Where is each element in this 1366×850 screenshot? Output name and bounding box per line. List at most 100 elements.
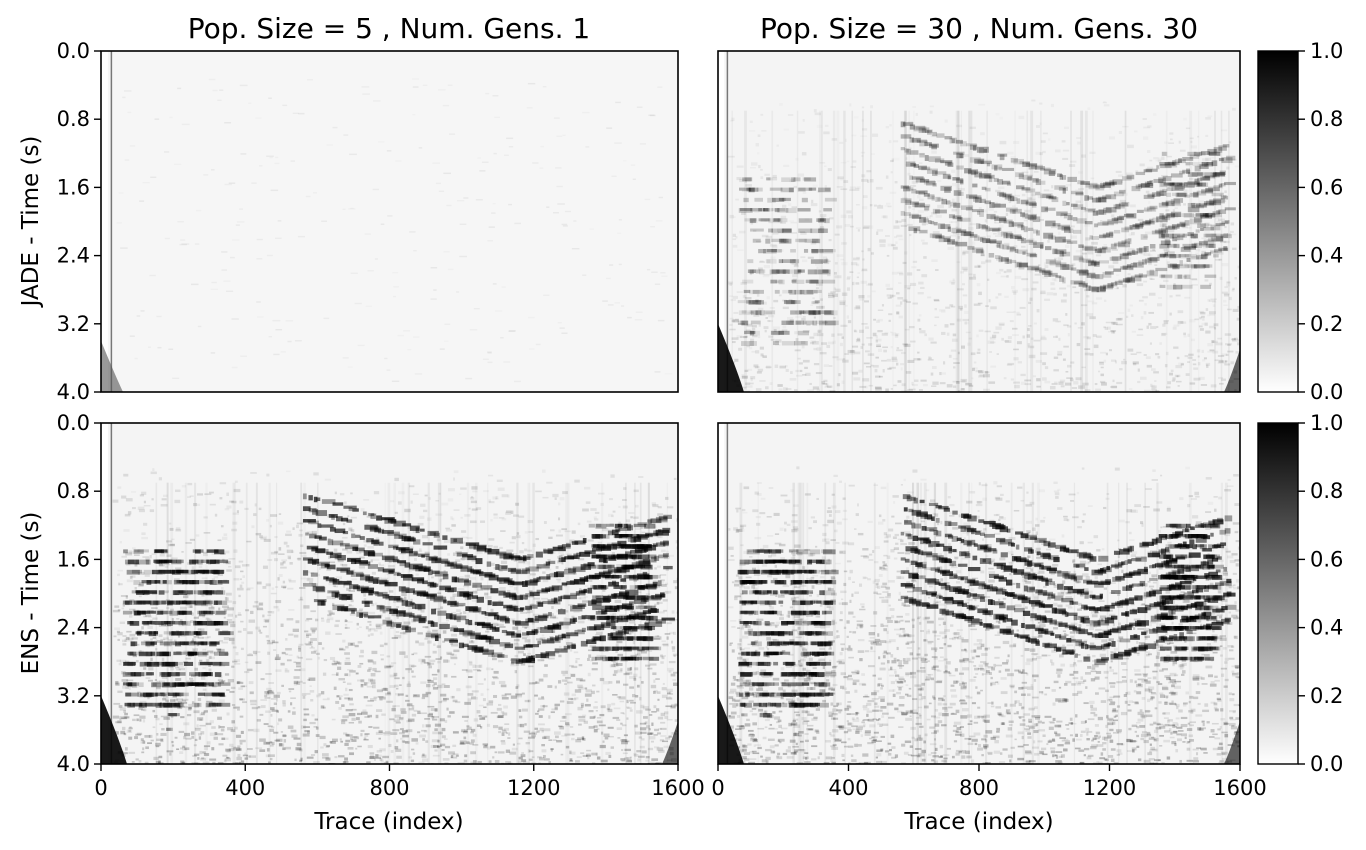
- noise-speck: [564, 584, 568, 588]
- noise-speck: [1006, 275, 1009, 278]
- noise-speck: [1152, 249, 1155, 251]
- reflector-segment: [927, 130, 932, 135]
- noise-speck: [298, 748, 303, 752]
- noise-speck: [624, 748, 631, 752]
- speckle: [290, 160, 295, 162]
- noise-speck: [912, 106, 916, 108]
- noise-speck: [173, 698, 179, 702]
- noise-speck: [468, 507, 471, 510]
- speckle: [125, 159, 130, 161]
- noise-speck: [219, 681, 225, 684]
- noise-speck: [427, 679, 432, 681]
- noise-speck: [565, 745, 570, 749]
- trace-streak: [1026, 110, 1028, 392]
- noise-speck: [1174, 374, 1181, 378]
- noise-speck: [522, 761, 530, 764]
- noise-speck: [318, 642, 322, 645]
- reflector-segment: [805, 279, 819, 284]
- speckle: [623, 160, 626, 162]
- noise-speck: [765, 235, 773, 239]
- noise-speck: [437, 632, 441, 636]
- noise-speck: [855, 305, 861, 309]
- noise-speck: [592, 684, 596, 687]
- noise-speck: [1084, 352, 1090, 356]
- noise-speck: [612, 716, 620, 720]
- noise-speck: [920, 230, 927, 234]
- trace-streak: [832, 110, 836, 392]
- trace-streak: [1220, 110, 1223, 392]
- reflector-segment: [1023, 226, 1028, 233]
- noise-speck: [536, 627, 542, 631]
- noise-speck: [1139, 376, 1147, 380]
- noise-speck: [800, 256, 806, 259]
- noise-speck: [672, 678, 677, 682]
- noise-speck: [739, 230, 746, 234]
- noise-speck: [1174, 239, 1180, 241]
- reflector-segment: [1179, 264, 1190, 269]
- noise-speck: [384, 730, 391, 734]
- noise-speck: [504, 723, 510, 725]
- reflector-segment: [797, 330, 809, 336]
- reflector-segment: [1176, 182, 1188, 187]
- noise-speck: [744, 369, 749, 373]
- reflector-segment: [766, 177, 771, 181]
- noise-speck: [306, 577, 314, 582]
- noise-speck: [651, 758, 659, 761]
- reflector-segment: [755, 269, 761, 274]
- noise-speck: [1110, 385, 1118, 388]
- noise-speck: [577, 620, 585, 624]
- noise-speck: [342, 761, 347, 764]
- reflector-segment: [1144, 258, 1152, 264]
- noise-speck: [588, 709, 594, 713]
- noise-speck: [1044, 298, 1051, 301]
- noise-speck: [878, 375, 883, 378]
- reflector-segment: [1157, 254, 1165, 259]
- reflector-segment: [924, 155, 929, 161]
- noise-speck: [877, 330, 883, 333]
- noise-speck: [548, 715, 551, 719]
- noise-speck: [1050, 274, 1055, 277]
- speckle: [558, 322, 562, 324]
- speckle: [256, 238, 263, 241]
- reflector-segment: [1210, 213, 1216, 218]
- noise-speck: [345, 687, 348, 692]
- reflector-segment: [1155, 267, 1168, 272]
- noise-speck: [170, 667, 174, 671]
- noise-speck: [182, 748, 187, 751]
- noise-speck: [1004, 296, 1009, 298]
- reflector-segment: [991, 164, 1003, 170]
- noise-speck: [742, 295, 747, 299]
- noise-speck: [997, 227, 1001, 231]
- noise-speck: [505, 749, 511, 753]
- reflector-segment: [1147, 180, 1152, 184]
- reflector-segment: [1182, 223, 1188, 229]
- speckle: [470, 329, 478, 331]
- noise-speck: [521, 759, 527, 763]
- noise-speck: [645, 725, 651, 729]
- noise-speck: [306, 617, 313, 620]
- noise-speck: [630, 631, 634, 634]
- reflector-segment: [1192, 162, 1203, 167]
- reflector-segment: [1062, 239, 1071, 243]
- noise-speck: [535, 638, 543, 641]
- noise-speck: [148, 667, 154, 671]
- noise-speck: [732, 244, 738, 248]
- reflector-segment: [742, 177, 753, 182]
- noise-speck: [209, 655, 212, 659]
- reflector-segment: [748, 300, 756, 305]
- noise-speck: [337, 666, 342, 670]
- noise-speck: [745, 382, 751, 385]
- speckle: [380, 223, 385, 225]
- reflector-segment: [993, 177, 999, 182]
- noise-speck: [645, 593, 651, 596]
- noise-speck: [126, 679, 134, 682]
- speckle: [156, 316, 161, 318]
- noise-speck: [447, 488, 455, 492]
- noise-speck: [469, 576, 476, 580]
- noise-speck: [125, 595, 128, 599]
- noise-speck: [244, 507, 249, 510]
- noise-speck: [749, 130, 755, 132]
- reflector-segment: [1018, 263, 1028, 268]
- noise-speck: [977, 302, 983, 305]
- noise-speck: [799, 231, 806, 233]
